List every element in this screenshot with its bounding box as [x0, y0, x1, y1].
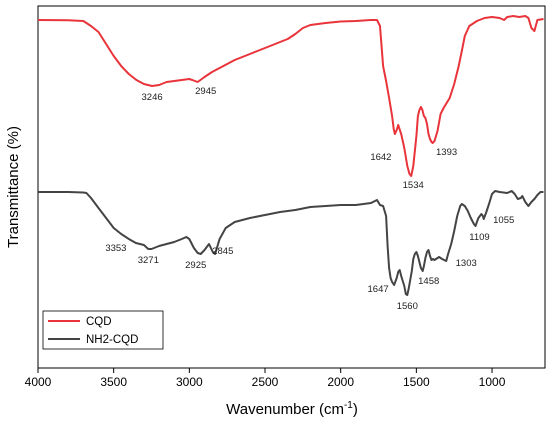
x-tick-label: 4000: [25, 375, 52, 389]
peak-label: 1642: [370, 152, 391, 163]
peak-label: 1055: [493, 215, 514, 226]
peak-label: 1534: [403, 180, 424, 191]
legend-label-cqd: CQD: [86, 316, 112, 328]
peak-label: 1393: [436, 147, 457, 158]
peak-label: 1303: [456, 258, 477, 269]
series-line-nh2-cqd: [38, 190, 544, 296]
x-tick-label: 2500: [252, 375, 279, 389]
legend: CQD NH2-CQD: [42, 310, 164, 350]
series-line-cqd: [37, 15, 544, 177]
x-tick-label: 1500: [403, 375, 430, 389]
x-axis-ticks: 4000 3500 3000 2500 2000 1500 1000: [25, 368, 506, 389]
peak-annotations: 3246 2945 1642 1534 1393 3353 3271 2925 2845 1647…: [105, 86, 514, 312]
peak-label: 2925: [185, 260, 206, 271]
y-axis-title: Transmittance (%): [5, 126, 22, 248]
series-layer: [37, 15, 544, 296]
peak-label: 3353: [105, 243, 126, 254]
x-tick-label: 2000: [327, 375, 354, 389]
x-tick-label: 3500: [100, 375, 127, 389]
legend-box: [42, 310, 164, 350]
x-tick-label: 3000: [176, 375, 203, 389]
x-axis-title-superscript: -1: [344, 400, 353, 411]
peak-label: 2845: [212, 246, 233, 257]
x-axis-title-main: Wavenumber (cm: [226, 401, 344, 418]
peak-label: 1647: [368, 284, 389, 295]
x-axis-title: Wavenumber (cm-1): [226, 400, 358, 418]
legend-label-nh2-cqd: NH2-CQD: [86, 334, 138, 346]
peak-label: 1109: [469, 232, 489, 243]
peak-label: 1458: [418, 276, 439, 287]
peak-label: 1560: [397, 301, 418, 312]
peak-label: 3271: [138, 255, 159, 266]
x-tick-label: 1000: [479, 375, 506, 389]
plot-frame: [37, 5, 546, 369]
peak-label: 3246: [142, 92, 163, 103]
peak-label: 2945: [195, 86, 216, 97]
x-axis-title-close: ): [353, 401, 358, 418]
